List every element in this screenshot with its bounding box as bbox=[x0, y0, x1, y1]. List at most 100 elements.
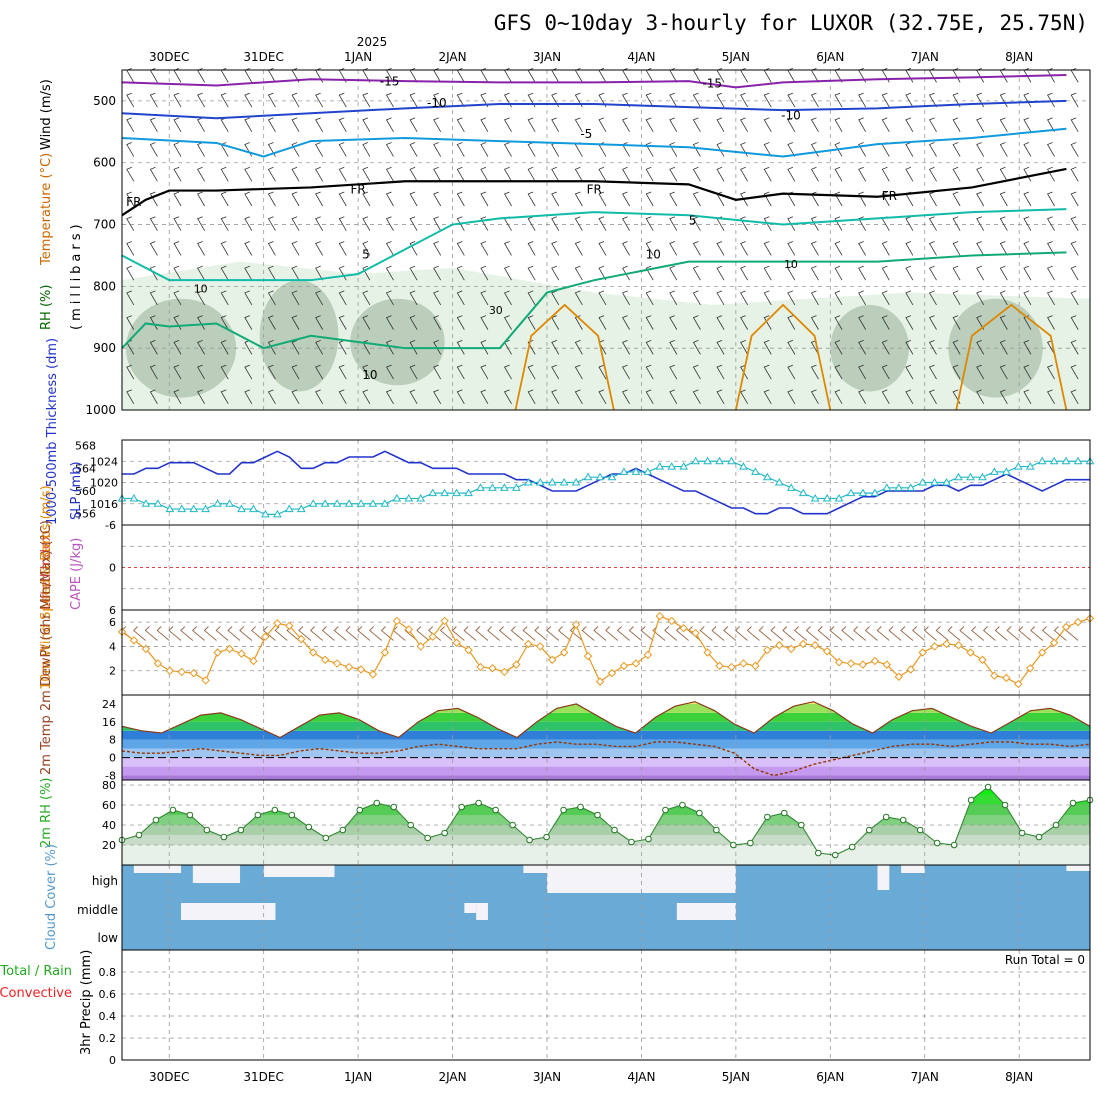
wind-barb bbox=[669, 117, 678, 133]
rh-marker bbox=[797, 821, 805, 829]
wind-barb bbox=[952, 290, 961, 306]
rh-band bbox=[122, 787, 1090, 795]
wind-barb bbox=[433, 191, 442, 207]
wind-barb bbox=[1023, 216, 1032, 231]
rh-marker bbox=[933, 839, 941, 847]
wind10-marker bbox=[846, 659, 856, 668]
wind-barb bbox=[669, 241, 678, 256]
bottom-date-label: 7JAN bbox=[911, 1070, 939, 1084]
temp-band bbox=[122, 721, 1090, 731]
slp-marker bbox=[500, 483, 509, 491]
wind10-barb bbox=[734, 626, 748, 641]
wind10-barb bbox=[557, 626, 571, 641]
rh-marker bbox=[424, 834, 431, 842]
cloud-gap bbox=[464, 903, 477, 913]
top-date-label: 3JAN bbox=[533, 50, 561, 64]
wind-barb bbox=[622, 216, 630, 231]
rh-marker bbox=[577, 803, 584, 811]
wind-barb bbox=[716, 117, 725, 133]
wind10-marker bbox=[643, 650, 653, 660]
wind-barb bbox=[952, 216, 961, 231]
wind-barb bbox=[149, 364, 158, 380]
precip-label: 3hr Precip (mm) bbox=[79, 950, 94, 1055]
wind-barb bbox=[645, 389, 654, 405]
wind-barb bbox=[881, 389, 890, 405]
wind10-barb bbox=[380, 626, 394, 641]
wind10-marker bbox=[488, 664, 497, 673]
rh-marker bbox=[1035, 833, 1043, 841]
wind-barb bbox=[763, 389, 772, 405]
wind-barb bbox=[220, 339, 229, 355]
wind-barb bbox=[716, 290, 725, 306]
slp-marker bbox=[942, 478, 951, 486]
wind-barb bbox=[763, 117, 772, 133]
wind-barb bbox=[740, 339, 749, 355]
wind-barb bbox=[669, 92, 678, 108]
wind-barb bbox=[527, 117, 536, 133]
wind10-barb bbox=[770, 626, 784, 641]
wind-barb bbox=[787, 117, 796, 133]
isotherm-label: -5 bbox=[580, 127, 592, 141]
wind10-barb bbox=[132, 626, 146, 641]
precip-tick: 0.6 bbox=[99, 988, 117, 1001]
wind-barb bbox=[1070, 191, 1079, 207]
wind-barb bbox=[763, 315, 772, 330]
wind-barb bbox=[551, 339, 560, 355]
wind-barb bbox=[787, 364, 796, 380]
wind10-marker bbox=[787, 644, 796, 654]
wind10-marker bbox=[559, 648, 569, 657]
wind-barb bbox=[716, 364, 725, 380]
wind-barb bbox=[527, 315, 536, 330]
pressure-tick: 1000 bbox=[85, 403, 116, 417]
wind-barb bbox=[787, 216, 796, 231]
wind-barb bbox=[244, 265, 253, 281]
rh-marker bbox=[220, 833, 228, 841]
wind10-barb bbox=[357, 626, 371, 641]
wind-barb bbox=[433, 216, 442, 231]
isotherm-warm bbox=[734, 303, 832, 411]
wind-barb bbox=[645, 117, 654, 133]
wind10-marker bbox=[583, 651, 593, 661]
slp-marker bbox=[954, 472, 963, 481]
wind10-barb bbox=[723, 626, 737, 641]
wind-barb bbox=[1070, 92, 1079, 108]
wind-barb bbox=[126, 166, 135, 182]
slp-marker bbox=[404, 493, 414, 502]
wind-barb bbox=[527, 290, 536, 306]
wind10-marker bbox=[858, 660, 868, 669]
top-date-label: 5JAN bbox=[722, 50, 750, 64]
slp-marker bbox=[930, 478, 940, 486]
wind-barb bbox=[976, 142, 985, 157]
bottom-date-label: 6JAN bbox=[816, 1070, 844, 1084]
isotherm-t_5 bbox=[121, 208, 1067, 282]
isotherm-label: 5 bbox=[689, 214, 697, 228]
wind-barb bbox=[716, 142, 725, 157]
wind-barb bbox=[362, 265, 371, 281]
wind-barb bbox=[1023, 315, 1032, 330]
wind-barb bbox=[149, 265, 158, 281]
wind-barb bbox=[763, 339, 772, 355]
wind-barb bbox=[315, 290, 324, 306]
wind10-barb bbox=[947, 626, 961, 641]
wind-barb bbox=[598, 389, 607, 405]
slp-marker bbox=[368, 499, 378, 507]
slp-marker bbox=[129, 493, 139, 502]
rh-line bbox=[121, 786, 1091, 856]
wind-barb bbox=[173, 389, 182, 405]
wind-barb bbox=[385, 364, 394, 380]
wind10-barb bbox=[321, 626, 335, 641]
wind10-barb bbox=[959, 626, 973, 641]
rh-marker bbox=[543, 833, 550, 841]
rh-shading-dark bbox=[259, 280, 339, 392]
wind-barb bbox=[338, 389, 347, 405]
wind10-marker bbox=[798, 639, 808, 649]
wind10-marker bbox=[237, 649, 246, 658]
wind-barb bbox=[787, 290, 796, 306]
wind-barb bbox=[952, 166, 961, 182]
wind-barb bbox=[622, 191, 630, 207]
wind10-barb bbox=[250, 626, 264, 641]
wind-barb bbox=[197, 216, 205, 231]
wind-barb bbox=[126, 315, 135, 330]
temp-band bbox=[122, 730, 1090, 740]
wind-barb bbox=[244, 216, 253, 231]
